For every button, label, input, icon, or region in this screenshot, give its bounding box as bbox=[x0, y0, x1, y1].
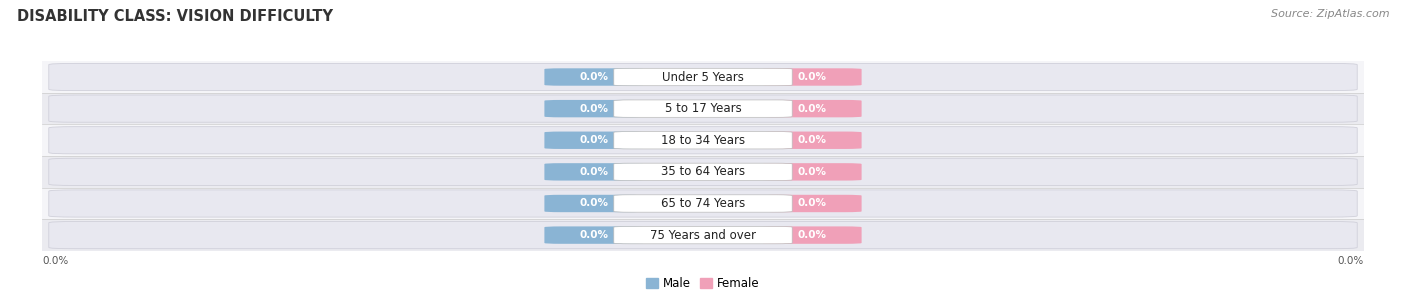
Bar bbox=[42, 125, 1364, 156]
Text: 0.0%: 0.0% bbox=[797, 104, 827, 114]
Text: 18 to 34 Years: 18 to 34 Years bbox=[661, 134, 745, 147]
Text: 0.0%: 0.0% bbox=[797, 135, 827, 145]
Text: Source: ZipAtlas.com: Source: ZipAtlas.com bbox=[1271, 9, 1389, 19]
Bar bbox=[42, 93, 1364, 125]
FancyBboxPatch shape bbox=[614, 68, 792, 86]
Text: 35 to 64 Years: 35 to 64 Years bbox=[661, 165, 745, 178]
Legend: Male, Female: Male, Female bbox=[641, 272, 765, 294]
FancyBboxPatch shape bbox=[544, 132, 644, 149]
Text: 0.0%: 0.0% bbox=[579, 135, 609, 145]
FancyBboxPatch shape bbox=[544, 226, 644, 244]
Text: 0.0%: 0.0% bbox=[797, 199, 827, 208]
Text: 75 Years and over: 75 Years and over bbox=[650, 229, 756, 242]
FancyBboxPatch shape bbox=[49, 222, 1357, 249]
Text: Under 5 Years: Under 5 Years bbox=[662, 70, 744, 84]
FancyBboxPatch shape bbox=[614, 226, 792, 244]
FancyBboxPatch shape bbox=[544, 68, 644, 86]
FancyBboxPatch shape bbox=[49, 127, 1357, 154]
FancyBboxPatch shape bbox=[762, 195, 862, 212]
FancyBboxPatch shape bbox=[49, 95, 1357, 122]
Text: 0.0%: 0.0% bbox=[1337, 256, 1364, 266]
Text: 0.0%: 0.0% bbox=[797, 72, 827, 82]
Text: 0.0%: 0.0% bbox=[579, 167, 609, 177]
FancyBboxPatch shape bbox=[762, 132, 862, 149]
FancyBboxPatch shape bbox=[544, 163, 644, 181]
FancyBboxPatch shape bbox=[614, 195, 792, 212]
FancyBboxPatch shape bbox=[762, 226, 862, 244]
FancyBboxPatch shape bbox=[614, 100, 792, 117]
Bar bbox=[42, 219, 1364, 251]
Bar bbox=[42, 188, 1364, 219]
Text: 0.0%: 0.0% bbox=[42, 256, 69, 266]
FancyBboxPatch shape bbox=[49, 158, 1357, 185]
Text: DISABILITY CLASS: VISION DIFFICULTY: DISABILITY CLASS: VISION DIFFICULTY bbox=[17, 9, 333, 24]
Bar bbox=[42, 156, 1364, 188]
Text: 0.0%: 0.0% bbox=[579, 104, 609, 114]
FancyBboxPatch shape bbox=[762, 68, 862, 86]
Text: 0.0%: 0.0% bbox=[797, 167, 827, 177]
FancyBboxPatch shape bbox=[49, 190, 1357, 217]
FancyBboxPatch shape bbox=[544, 195, 644, 212]
Text: 0.0%: 0.0% bbox=[797, 230, 827, 240]
Text: 65 to 74 Years: 65 to 74 Years bbox=[661, 197, 745, 210]
Bar bbox=[42, 61, 1364, 93]
Text: 0.0%: 0.0% bbox=[579, 199, 609, 208]
Text: 0.0%: 0.0% bbox=[579, 72, 609, 82]
FancyBboxPatch shape bbox=[544, 100, 644, 117]
FancyBboxPatch shape bbox=[762, 163, 862, 181]
FancyBboxPatch shape bbox=[614, 132, 792, 149]
FancyBboxPatch shape bbox=[614, 163, 792, 181]
Text: 0.0%: 0.0% bbox=[579, 230, 609, 240]
FancyBboxPatch shape bbox=[762, 100, 862, 117]
FancyBboxPatch shape bbox=[49, 63, 1357, 91]
Text: 5 to 17 Years: 5 to 17 Years bbox=[665, 102, 741, 115]
